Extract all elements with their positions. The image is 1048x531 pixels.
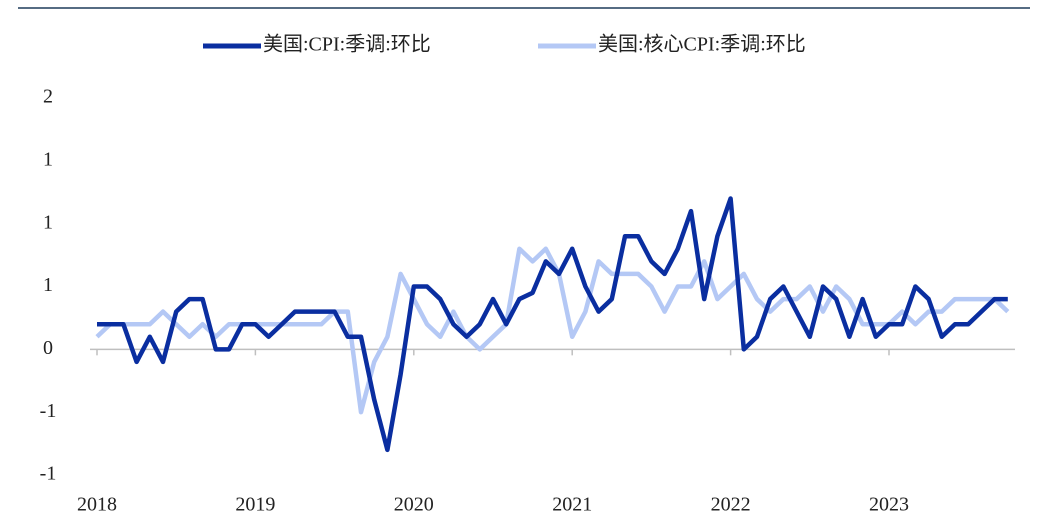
y-tick-label: 0: [43, 337, 53, 359]
x-tick-label: 2018: [77, 494, 117, 516]
x-tick-label: 2021: [552, 494, 592, 516]
y-tick-label: -1: [40, 400, 57, 422]
legend-label: 美国:核心CPI:季调:环比: [598, 33, 806, 56]
x-tick-label: 2023: [869, 494, 909, 516]
x-tick-label: 2022: [711, 494, 751, 516]
series-line: [97, 196, 1008, 453]
y-tick-label: 2: [43, 86, 53, 108]
y-tick-label: 1: [43, 274, 53, 296]
y-tick-label: 1: [43, 148, 53, 170]
x-tick-label: 2019: [235, 494, 275, 516]
x-tick-label: 2020: [394, 494, 434, 516]
y-tick-label: -1: [40, 463, 57, 485]
legend-label: 美国:CPI:季调:环比: [263, 33, 431, 56]
y-tick-label: 1: [43, 211, 53, 233]
series-line: [95, 246, 1010, 415]
